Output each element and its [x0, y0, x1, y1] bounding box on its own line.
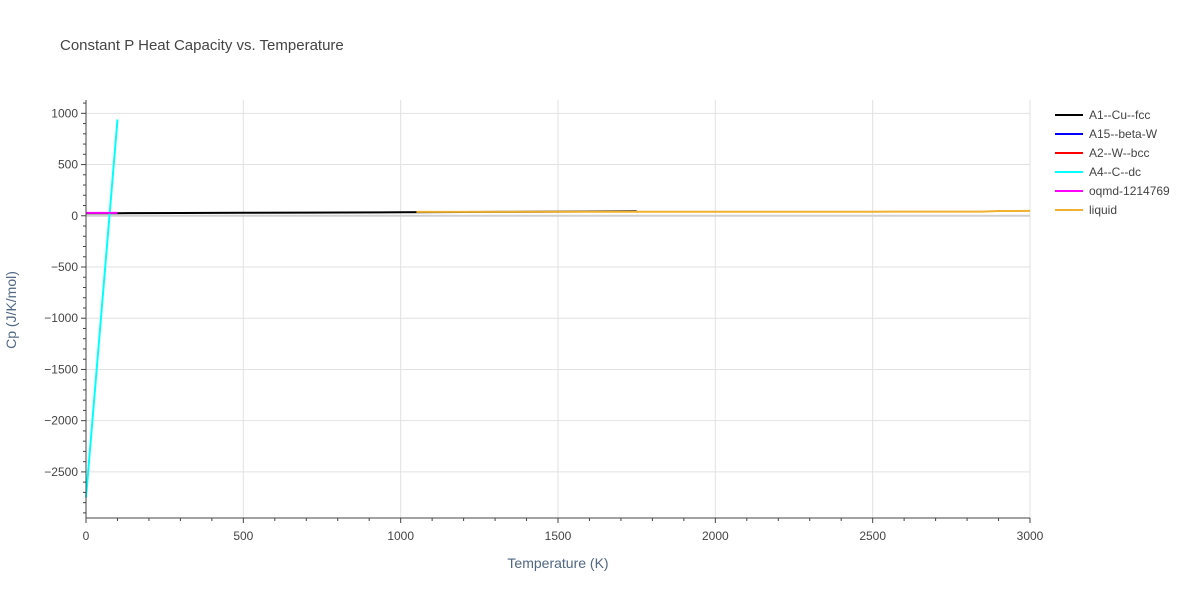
y-tick-label: 0 — [71, 209, 78, 223]
x-tick-label: 1000 — [387, 529, 414, 543]
y-tick-label: −2500 — [44, 465, 78, 479]
legend-label: A1--Cu--fcc — [1089, 108, 1150, 122]
legend-label: oqmd-1214769 — [1089, 184, 1170, 198]
axes — [81, 100, 1031, 523]
series-line-A4--C--dc — [85, 119, 119, 498]
plot-area — [85, 119, 1031, 498]
y-tick-label: −500 — [51, 260, 78, 274]
y-tick-label: 1000 — [51, 106, 78, 120]
y-axis-label: Cp (J/K/mol) — [3, 271, 19, 349]
x-tick-label: 0 — [83, 529, 90, 543]
series-line-liquid — [416, 209, 1031, 213]
legend-label: A15--beta-W — [1089, 127, 1158, 141]
x-tick-label: 2500 — [859, 529, 886, 543]
x-tick-label: 3000 — [1017, 529, 1044, 543]
grid — [86, 100, 1031, 518]
legend: A1--Cu--fcc A15--beta-W A2--W--bcc A4--C--d… — [1055, 108, 1170, 217]
y-tick-label: −1500 — [44, 362, 78, 376]
legend-label: A2--W--bcc — [1089, 146, 1149, 160]
x-tick-label: 500 — [233, 529, 253, 543]
y-tick-label: −2000 — [44, 414, 78, 428]
y-tick-label: 500 — [58, 158, 78, 172]
y-tick-label: −1000 — [44, 311, 78, 325]
chart-title: Constant P Heat Capacity vs. Temperature — [60, 37, 344, 54]
x-axis-label: Temperature (K) — [507, 555, 608, 571]
legend-label: liquid — [1089, 203, 1117, 217]
x-tick-label: 1500 — [545, 529, 572, 543]
tick-labels: 0 500 1000 1500 2000 2500 3000 1000 500 0 −500 −100… — [44, 106, 1043, 543]
x-tick-label: 2000 — [702, 529, 729, 543]
legend-label: A4--C--dc — [1089, 165, 1141, 179]
